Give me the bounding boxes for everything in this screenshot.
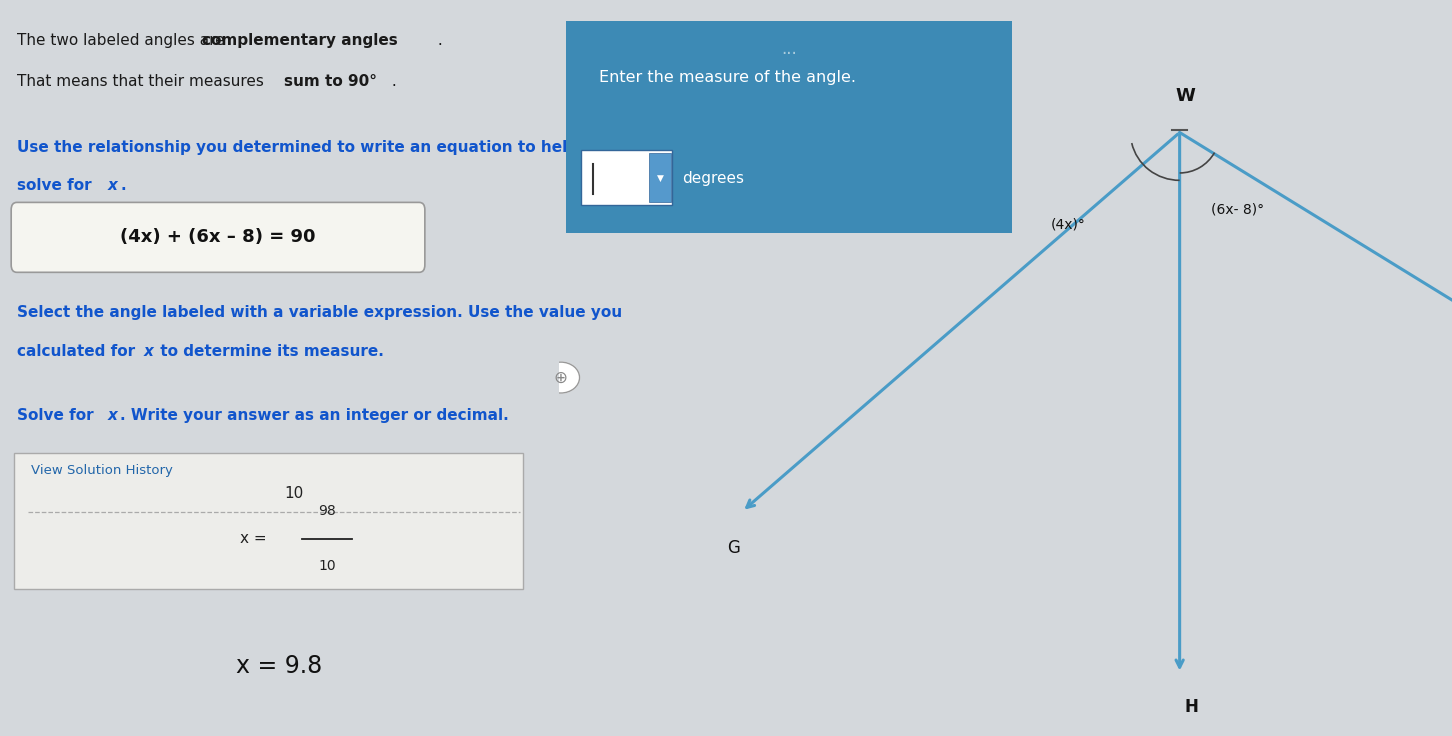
Text: (4x) + (6x – 8) = 90: (4x) + (6x – 8) = 90 bbox=[121, 228, 315, 246]
Text: x = 9.8: x = 9.8 bbox=[237, 654, 322, 678]
Text: x =: x = bbox=[241, 531, 267, 546]
FancyBboxPatch shape bbox=[15, 453, 523, 589]
Text: ...: ... bbox=[781, 40, 797, 58]
Text: .: . bbox=[121, 178, 126, 193]
Text: .: . bbox=[433, 33, 443, 48]
Text: .: . bbox=[388, 74, 398, 88]
Text: The two labeled angles are: The two labeled angles are bbox=[17, 33, 229, 48]
Text: That means that their measures: That means that their measures bbox=[17, 74, 269, 88]
Text: x: x bbox=[144, 344, 154, 358]
Text: Use the relationship you determined to write an equation to help you: Use the relationship you determined to w… bbox=[17, 140, 614, 155]
Text: 10: 10 bbox=[318, 559, 335, 573]
Text: W: W bbox=[1175, 87, 1195, 105]
Text: ▼: ▼ bbox=[656, 174, 664, 183]
Text: Solve for: Solve for bbox=[17, 408, 99, 423]
Text: 10: 10 bbox=[283, 486, 303, 500]
Text: (6x- 8)°: (6x- 8)° bbox=[1211, 202, 1265, 216]
Text: 98: 98 bbox=[318, 504, 335, 518]
FancyBboxPatch shape bbox=[649, 153, 671, 202]
FancyBboxPatch shape bbox=[581, 150, 671, 205]
Text: Select the angle labeled with a variable expression. Use the value you: Select the angle labeled with a variable… bbox=[17, 305, 621, 320]
Text: calculated for: calculated for bbox=[17, 344, 141, 358]
FancyBboxPatch shape bbox=[12, 202, 425, 272]
Text: x: x bbox=[107, 408, 118, 423]
FancyBboxPatch shape bbox=[566, 21, 1012, 233]
Text: H: H bbox=[1185, 698, 1198, 715]
Text: sum to 90°: sum to 90° bbox=[285, 74, 378, 88]
Text: View Solution History: View Solution History bbox=[30, 464, 173, 477]
Text: . Write your answer as an integer or decimal.: . Write your answer as an integer or dec… bbox=[121, 408, 510, 423]
Text: degrees: degrees bbox=[682, 171, 745, 185]
Circle shape bbox=[542, 362, 579, 393]
Text: to determine its measure.: to determine its measure. bbox=[155, 344, 385, 358]
Text: x: x bbox=[107, 178, 118, 193]
Text: Enter the measure of the angle.: Enter the measure of the angle. bbox=[600, 70, 857, 85]
Text: ⊕: ⊕ bbox=[553, 369, 568, 386]
Text: (4x)°: (4x)° bbox=[1051, 217, 1086, 231]
Text: G: G bbox=[727, 539, 739, 556]
Text: solve for: solve for bbox=[17, 178, 97, 193]
Text: complementary angles: complementary angles bbox=[202, 33, 398, 48]
